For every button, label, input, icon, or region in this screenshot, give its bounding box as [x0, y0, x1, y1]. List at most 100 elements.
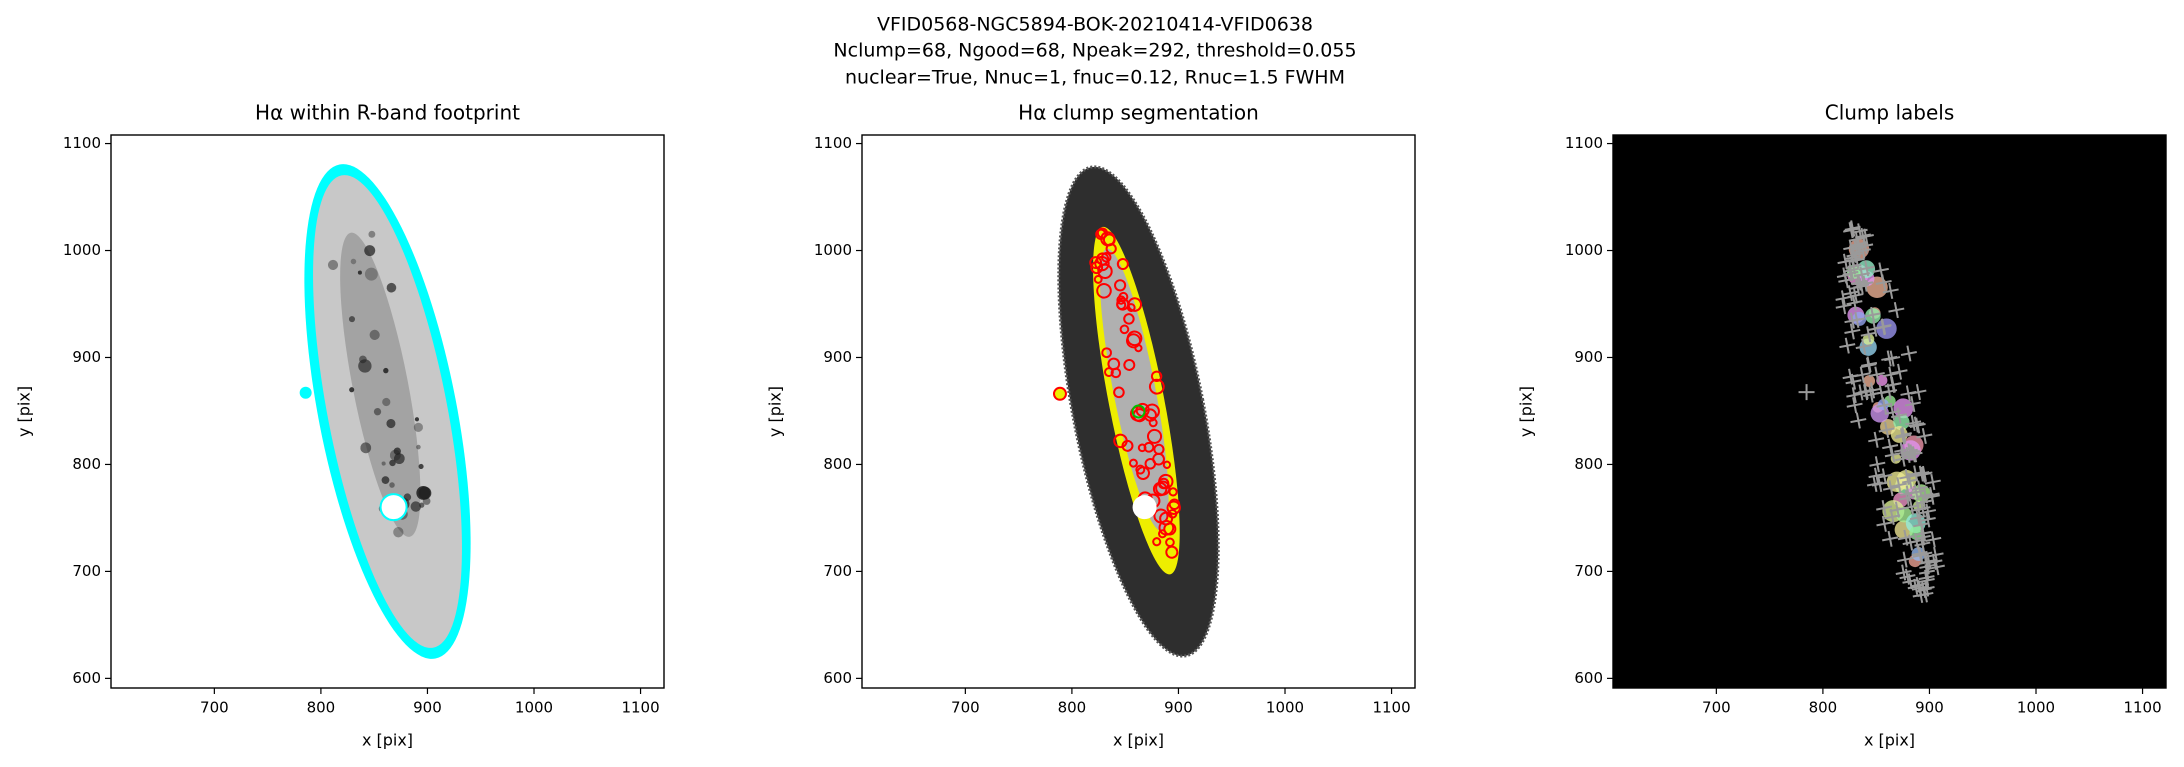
- emission-knot: [327, 259, 339, 271]
- suptitle: VFID0568-NGC5894-BOK-20210414-VFID0638: [877, 14, 1313, 36]
- emission-knot: [364, 267, 378, 281]
- peak-marker: [1838, 272, 1855, 289]
- peak-marker: [1876, 515, 1893, 532]
- clump-peak: [1103, 367, 1114, 378]
- clump-label: [1876, 374, 1888, 387]
- peak-marker: [1882, 366, 1899, 383]
- clump-peak: [1166, 500, 1181, 515]
- x-tick-label: 1100: [1372, 699, 1410, 717]
- peak-marker: [1875, 319, 1892, 336]
- y-tick-label: 1100: [63, 134, 101, 152]
- peak-marker: [1897, 551, 1914, 568]
- peak-marker: [1854, 366, 1871, 383]
- y-tick-label: 800: [72, 455, 101, 473]
- peak-marker: [1914, 529, 1931, 546]
- emission-knot: [403, 493, 412, 501]
- x-tick-label: 900: [1164, 699, 1193, 717]
- peak-marker: [1904, 395, 1921, 413]
- emission-knot: [383, 367, 389, 374]
- x-tick-label: 700: [1702, 699, 1731, 717]
- nucleus: [1131, 404, 1146, 419]
- peak-marker: [1899, 568, 1916, 585]
- emission-knot: [389, 449, 401, 461]
- peak-marker: [1846, 294, 1863, 311]
- peak-marker: [1878, 421, 1895, 439]
- emission-knot: [381, 476, 390, 484]
- emission-knot: [414, 417, 420, 422]
- peak-marker: [1882, 282, 1899, 299]
- galaxy: [1835, 220, 1945, 604]
- clump-peak: [1136, 466, 1150, 481]
- peak-marker: [1876, 500, 1893, 517]
- clump-peak: [1123, 358, 1136, 371]
- x-tick-label: 900: [413, 699, 442, 717]
- peak-marker: [1890, 407, 1908, 424]
- clump-peak: [1126, 330, 1143, 347]
- emission-knot: [393, 527, 404, 538]
- peak-marker: [1869, 456, 1886, 473]
- axes-frame: [1612, 134, 2167, 689]
- peak-marker: [1844, 220, 1861, 237]
- peak-marker: [1861, 356, 1878, 373]
- clump-peak: [1090, 261, 1104, 275]
- emission-knot: [373, 408, 382, 416]
- emission-knot: [416, 485, 431, 500]
- x-tick-label: 1000: [2017, 699, 2055, 717]
- peak-marker: [1895, 428, 1912, 445]
- peak-marker: [1864, 306, 1881, 323]
- x-tick-label: 1000: [1266, 699, 1304, 717]
- emission-knot: [382, 397, 391, 407]
- peak-marker: [1899, 489, 1916, 507]
- clump-peak: [1155, 480, 1171, 496]
- x-tick-label: 800: [307, 699, 336, 717]
- clump-peak: [1096, 282, 1112, 299]
- peak-marker: [1855, 338, 1872, 355]
- x-tick-label: 1000: [515, 699, 553, 717]
- emission-knot: [360, 442, 372, 454]
- peak-marker: [1864, 382, 1881, 399]
- peak-marker: [1884, 350, 1901, 367]
- emission-knot: [413, 422, 423, 432]
- y-axis-label: y [pix]: [766, 386, 785, 437]
- peak-marker: [1903, 498, 1920, 515]
- clump-peak: [1163, 522, 1177, 536]
- clump-peak: [1168, 498, 1181, 511]
- y-tick-label: 700: [72, 562, 101, 580]
- image-layer: [299, 164, 471, 659]
- emission-knot: [389, 459, 396, 467]
- peak-marker: [1843, 222, 1860, 239]
- emission-knot: [410, 501, 422, 512]
- emission-knot: [386, 282, 397, 293]
- peak-marker: [1911, 580, 1928, 597]
- peak-marker: [1866, 475, 1884, 492]
- axes-frame: [861, 134, 1416, 689]
- y-tick-label: 900: [823, 348, 852, 366]
- axes-background: [1613, 135, 2166, 688]
- peak-marker: [1925, 531, 1942, 548]
- clump-label: [1893, 413, 1910, 431]
- clump-peak: [1119, 324, 1130, 335]
- image-layer: [1798, 220, 1945, 604]
- y-tick-label: 700: [1574, 562, 1603, 580]
- segment-core: [1099, 248, 1169, 531]
- peak-marker: [1868, 467, 1885, 484]
- peak-marker: [1890, 477, 1907, 494]
- peak-marker: [1900, 446, 1917, 463]
- companion: [299, 386, 312, 399]
- clump-peak: [1143, 441, 1155, 453]
- clump-peak: [1105, 243, 1117, 255]
- y-tick-label: 600: [72, 669, 101, 687]
- clump-peak: [1152, 537, 1162, 547]
- emission-knot: [350, 258, 357, 265]
- peak-marker: [1868, 366, 1885, 383]
- clump-peak: [1113, 433, 1128, 449]
- emission-knot: [369, 329, 380, 340]
- emission-knot: [389, 482, 395, 488]
- x-tick-label: 800: [1809, 699, 1838, 717]
- y-tick-label: 1000: [1565, 241, 1603, 259]
- peak-marker: [1918, 572, 1935, 589]
- peak-marker: [1888, 302, 1905, 319]
- clump-peak: [1165, 537, 1175, 548]
- y-tick-label: 800: [823, 455, 852, 473]
- masked-star: [1132, 495, 1157, 520]
